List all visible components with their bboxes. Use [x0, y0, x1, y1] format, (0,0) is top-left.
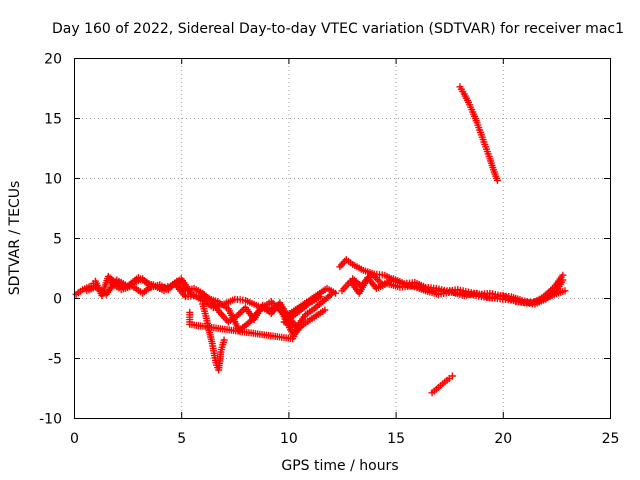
y-axis-label: SDTVAR / TECUs	[7, 181, 23, 296]
data-point-rise-end-mid	[559, 271, 567, 279]
y-tick-label: -10	[39, 412, 62, 428]
y-tick-label: 5	[53, 232, 62, 248]
x-tick-label: 0	[70, 431, 79, 447]
data-point-main-band-a	[235, 310, 243, 318]
data-point-upper-arc	[493, 176, 501, 184]
x-tick-label: 5	[177, 431, 186, 447]
y-tick-label: 0	[53, 292, 62, 308]
x-tick-label: 15	[387, 431, 405, 447]
x-axis-label: GPS time / hours	[281, 458, 398, 474]
y-tick-labels: -10 -5 0 5 10 15 20	[39, 52, 62, 428]
chart-title: Day 160 of 2022, Sidereal Day-to-day VTE…	[52, 21, 624, 37]
y-tick-label: -5	[48, 352, 62, 368]
data-points	[72, 83, 569, 397]
data-point-rise-end-lower	[561, 287, 569, 295]
data-point-scatter-low	[332, 289, 340, 297]
data-point-main-band-a	[238, 307, 246, 315]
data-point-lower-arc	[448, 372, 456, 380]
x-tick-label: 10	[280, 431, 298, 447]
y-tick-label: 20	[44, 52, 62, 68]
ticks	[74, 58, 611, 419]
data-point-main-band-c	[321, 306, 329, 314]
x-tick-label: 25	[602, 431, 620, 447]
x-tick-labels: 0 5 10 15 20 25	[70, 431, 619, 447]
y-tick-label: 15	[44, 112, 62, 128]
data-point-main-band-a	[236, 309, 244, 317]
y-tick-label: 10	[44, 172, 62, 188]
grid	[74, 58, 610, 418]
data-point-dip-curve	[220, 336, 228, 344]
x-tick-label: 20	[494, 431, 512, 447]
